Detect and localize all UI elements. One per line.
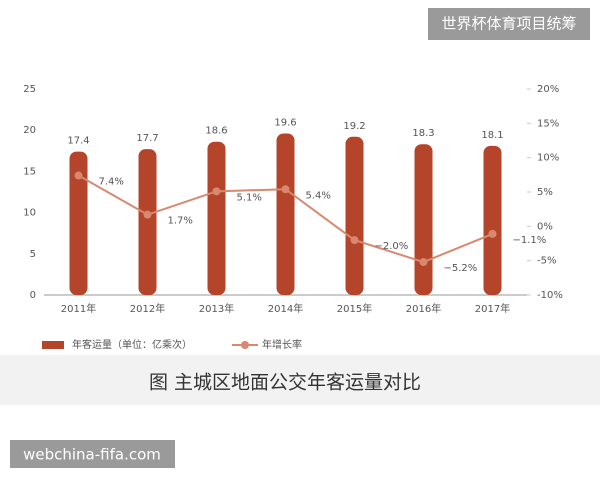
x-tick-label: 2013年: [199, 302, 234, 315]
y2-tick-label: 15%: [537, 118, 559, 129]
bar-value-label: 17.4: [67, 136, 89, 147]
y-tick-label: 5: [30, 249, 36, 260]
y-tick-label: 15: [23, 166, 36, 177]
y2-tick-label: 10%: [537, 153, 559, 164]
y2-tick-label: 0%: [537, 221, 553, 232]
line-point: [74, 171, 83, 180]
line-point: [281, 185, 290, 194]
bar: [276, 133, 295, 295]
y-tick-label: 25: [23, 84, 36, 95]
x-tick-label: 2011年: [61, 302, 96, 315]
y-tick-label: 0: [30, 290, 36, 301]
bar: [138, 149, 157, 295]
legend-swatch: [241, 341, 249, 349]
watermark-box: [428, 8, 590, 40]
line-value-label: 7.4%: [99, 177, 124, 188]
bar: [345, 136, 364, 295]
line-point: [350, 236, 359, 245]
line-value-label: −5.2%: [444, 263, 478, 274]
watermark-box: [10, 440, 175, 468]
line-point: [143, 210, 152, 219]
bar-value-label: 18.6: [205, 126, 227, 137]
line-point: [488, 229, 497, 238]
x-tick-label: 2016年: [406, 302, 441, 315]
line-value-label: 5.1%: [237, 192, 262, 203]
x-tick-label: 2017年: [475, 302, 510, 315]
legend-label: 年客运量（单位：亿乘次）: [72, 338, 192, 351]
watermark-bottom: webchina-fifa.com: [23, 446, 161, 464]
bar: [69, 151, 88, 295]
bar: [483, 145, 502, 295]
x-tick-label: 2014年: [268, 302, 303, 315]
y2-tick-label: 20%: [537, 84, 559, 95]
line-point: [212, 187, 221, 196]
bar: [207, 141, 226, 295]
watermark-top: 世界杯体育项目统筹: [441, 15, 576, 33]
caption-band: [0, 355, 600, 405]
y2-tick-label: -10%: [537, 290, 563, 301]
y-tick-label: 10: [23, 208, 36, 219]
x-tick-label: 2015年: [337, 302, 372, 315]
legend-swatch: [42, 341, 64, 349]
line-point: [419, 258, 428, 267]
y2-tick-label: 5%: [537, 187, 553, 198]
bar: [414, 144, 433, 295]
legend-label: 年增长率: [262, 338, 302, 351]
bar-value-label: 18.3: [412, 128, 434, 139]
x-tick-label: 2012年: [130, 302, 165, 315]
y-tick-label: 20: [23, 125, 36, 136]
bar-value-label: 19.2: [343, 121, 365, 132]
bar-value-label: 19.6: [274, 117, 296, 128]
chart-title: 图 主城区地面公交年客运量对比: [149, 372, 421, 394]
bar-value-label: 17.7: [136, 133, 158, 144]
line-value-label: −1.1%: [513, 235, 547, 246]
line-value-label: −2.0%: [375, 241, 409, 252]
y2-tick-label: -5%: [537, 256, 556, 267]
line-value-label: 1.7%: [168, 216, 193, 227]
line-value-label: 5.4%: [306, 190, 331, 201]
bar-value-label: 18.1: [481, 130, 503, 141]
